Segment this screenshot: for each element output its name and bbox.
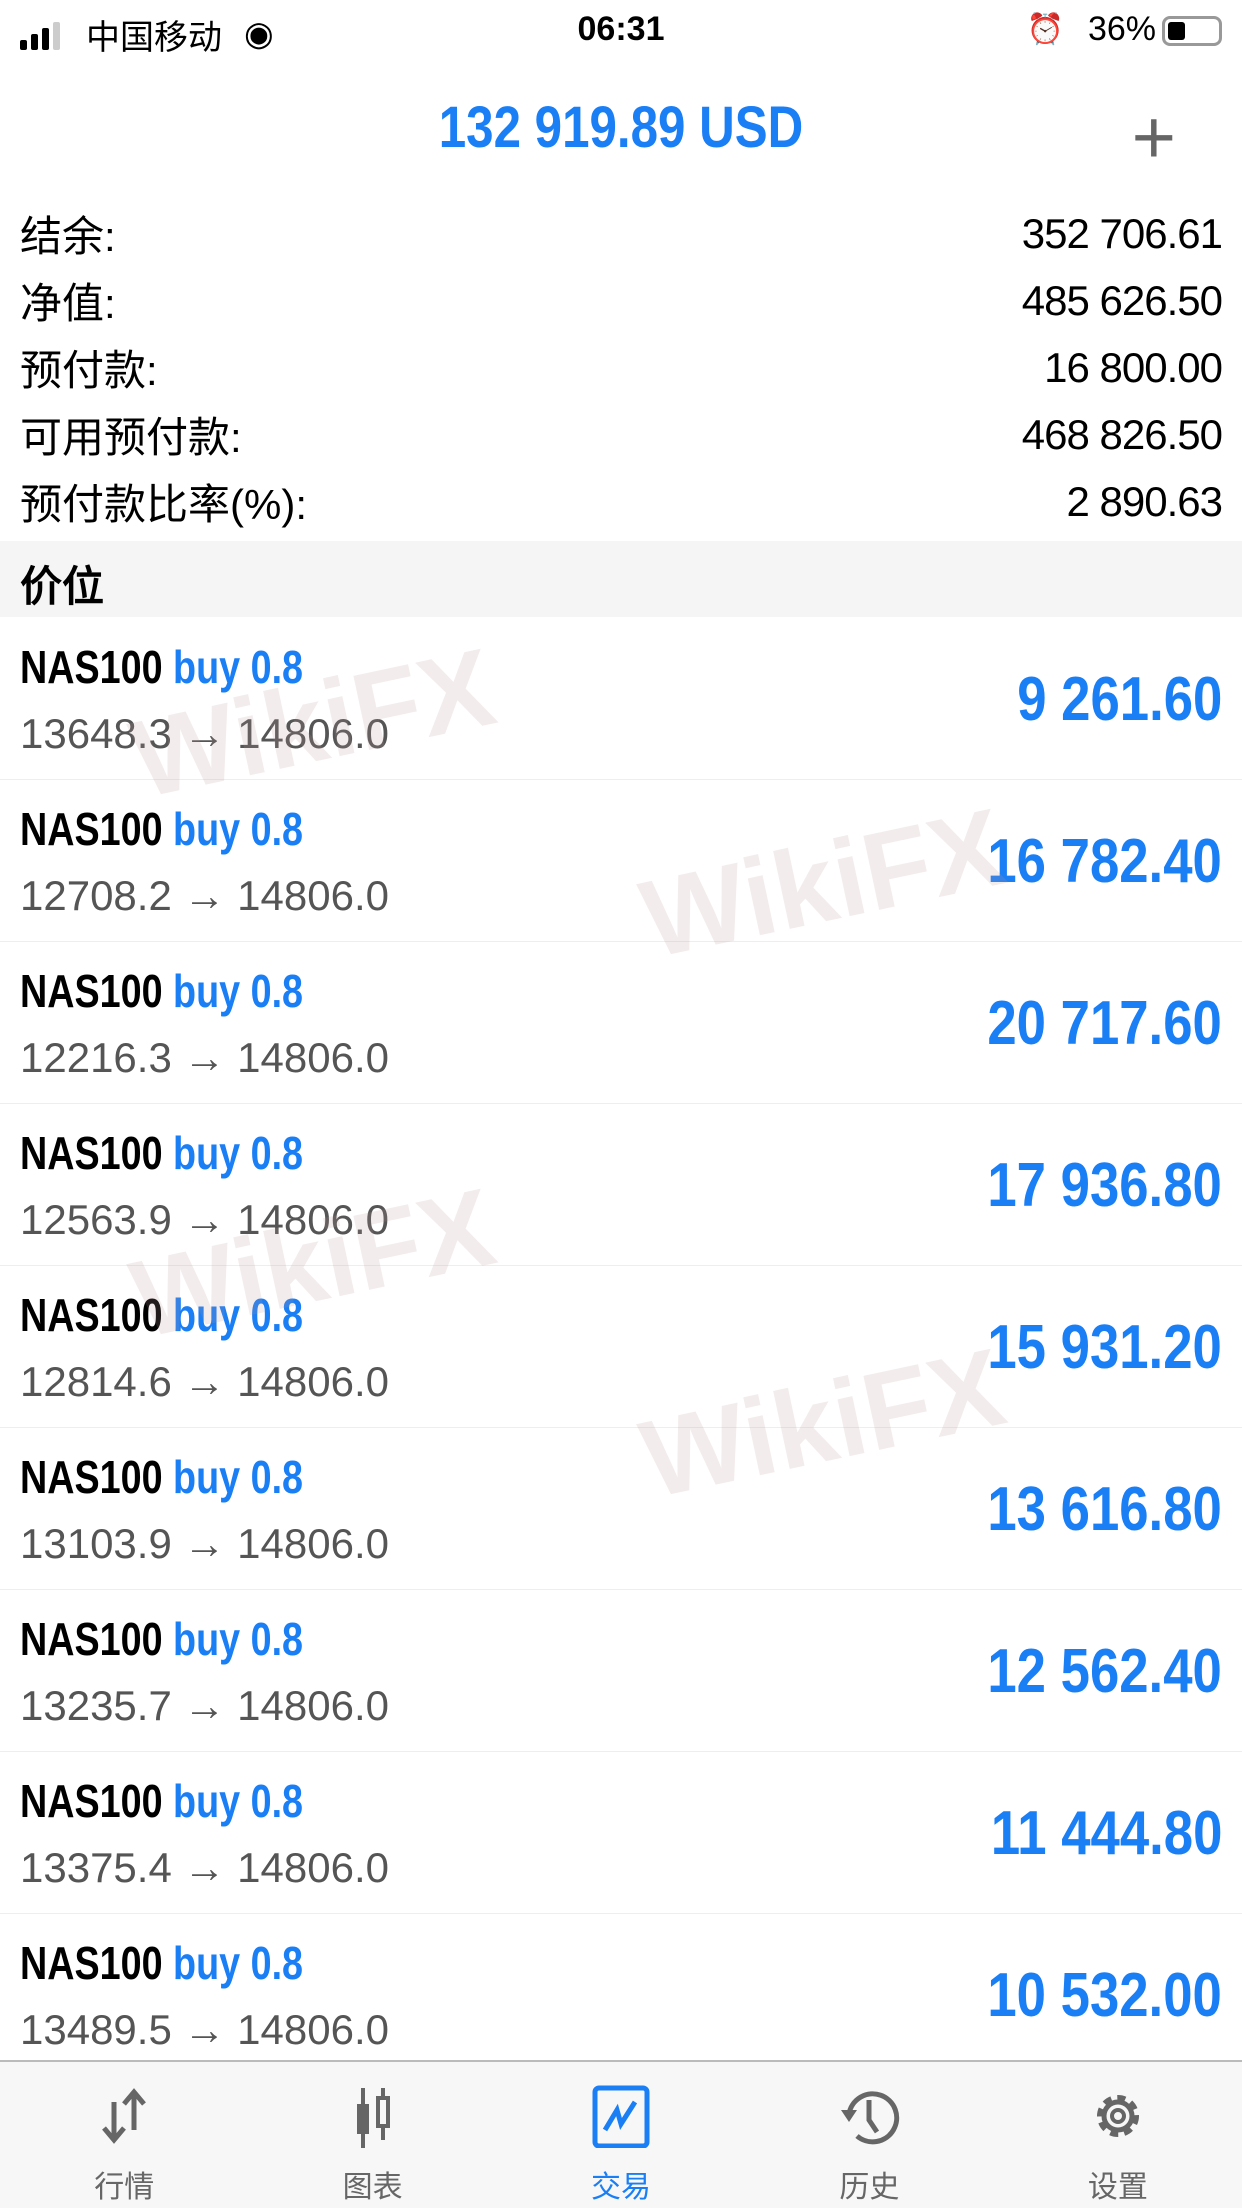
symbol: NAS100 (20, 803, 163, 855)
quotes-arrows-icon (102, 2088, 147, 2144)
tab-label: 图表 (342, 2171, 403, 2204)
summary-row-balance: 结余: 352 706.61 (0, 200, 1242, 267)
position-prices: 12708.2 → 14806.0 (20, 872, 389, 919)
position-row[interactable]: NAS100 buy 0.8 12814.6 → 14806.0 15 931.… (0, 1266, 1242, 1428)
tab-chart[interactable]: 图表 (248, 2062, 496, 2208)
position-profit: 16 782.40 (987, 827, 1222, 896)
position-symbol: NAS100 buy 0.8 (20, 1612, 303, 1666)
alarm-icon: ⏰ (1026, 13, 1064, 46)
symbol: NAS100 (20, 641, 163, 693)
tab-trade[interactable]: 交易 (497, 2062, 745, 2208)
position-prices: 12814.6 → 14806.0 (20, 1358, 389, 1405)
position-row[interactable]: NAS100 buy 0.8 13648.3 → 14806.0 9 261.6… (0, 618, 1242, 780)
battery-icon (1162, 16, 1222, 46)
position-profit: 17 936.80 (987, 1151, 1222, 1220)
gear-icon (1096, 2095, 1139, 2137)
symbol: NAS100 (20, 1937, 163, 1989)
position-row[interactable]: NAS100 buy 0.8 13489.5 → 14806.0 10 532.… (0, 1914, 1242, 2076)
summary-row-margin: 预付款: 16 800.00 (0, 334, 1242, 401)
symbol: NAS100 (20, 1613, 163, 1665)
position-symbol: NAS100 buy 0.8 (20, 1936, 303, 1990)
summary-row-equity: 净值: 485 626.50 (0, 267, 1242, 334)
symbol: NAS100 (20, 1775, 163, 1827)
header: 132 919.89 USD + (0, 88, 1242, 176)
summary-label: 结余: (20, 213, 116, 260)
summary-value: 16 800.00 (1044, 343, 1223, 391)
symbol: NAS100 (20, 965, 163, 1017)
summary-label: 净值: (20, 280, 116, 327)
wifi-icon: ◉ (244, 15, 274, 53)
battery-percent: 36% (1087, 10, 1156, 48)
position-profit: 9 261.60 (1016, 665, 1222, 734)
plus-icon[interactable]: + (1131, 95, 1176, 180)
symbol: NAS100 (20, 1289, 163, 1341)
summary-label: 预付款: (20, 347, 158, 394)
position-side: buy 0.8 (173, 1127, 304, 1179)
position-profit: 11 444.80 (990, 1799, 1222, 1868)
position-symbol: NAS100 buy 0.8 (20, 964, 303, 1018)
position-side: buy 0.8 (173, 641, 304, 693)
summary-value: 352 706.61 (1021, 209, 1223, 257)
position-symbol: NAS100 buy 0.8 (20, 1450, 303, 1504)
summary-label: 可用预付款: (20, 414, 242, 461)
position-symbol: NAS100 buy 0.8 (20, 640, 303, 694)
tab-bar: 行情 图表 交易 历史 设置 (0, 2060, 1242, 2208)
tab-label: 交易 (591, 2171, 652, 2204)
position-profit: 10 532.00 (987, 1961, 1222, 2030)
summary-row-margin-level: 预付款比率(%): 2 890.63 (0, 468, 1242, 535)
candlestick-chart-icon (356, 2088, 390, 2148)
symbol: NAS100 (20, 1127, 163, 1179)
trade-chart-icon (592, 2085, 650, 2148)
position-row[interactable]: NAS100 buy 0.8 13103.9 → 14806.0 13 616.… (0, 1428, 1242, 1590)
position-row[interactable]: NAS100 buy 0.8 13235.7 → 14806.0 12 562.… (0, 1590, 1242, 1752)
tab-label: 行情 (94, 2171, 155, 2204)
balance-title: 132 919.89 USD (438, 95, 804, 160)
position-symbol: NAS100 buy 0.8 (20, 802, 303, 856)
position-symbol: NAS100 buy 0.8 (20, 1774, 303, 1828)
position-profit: 20 717.60 (987, 989, 1222, 1058)
position-prices: 13648.3 → 14806.0 (20, 710, 389, 757)
symbol: NAS100 (20, 1451, 163, 1503)
position-side: buy 0.8 (173, 1451, 304, 1503)
tab-quotes[interactable]: 行情 (0, 2062, 248, 2208)
position-side: buy 0.8 (173, 1289, 304, 1341)
position-prices: 13375.4 → 14806.0 (20, 1844, 389, 1891)
position-row[interactable]: NAS100 buy 0.8 12216.3 → 14806.0 20 717.… (0, 942, 1242, 1104)
summary-value: 2 890.63 (1066, 477, 1223, 525)
position-row[interactable]: NAS100 buy 0.8 13375.4 → 14806.0 11 444.… (0, 1752, 1242, 1914)
position-side: buy 0.8 (173, 1937, 304, 1989)
position-side: buy 0.8 (173, 965, 304, 1017)
position-prices: 12563.9 → 14806.0 (20, 1196, 389, 1243)
tab-label: 历史 (839, 2171, 900, 2204)
position-prices: 13235.7 → 14806.0 (20, 1682, 389, 1729)
carrier: 中国移动 (86, 19, 222, 57)
position-side: buy 0.8 (173, 1613, 304, 1665)
summary-value: 485 626.50 (1021, 276, 1223, 324)
position-side: buy 0.8 (173, 1775, 304, 1827)
position-row[interactable]: NAS100 buy 0.8 12708.2 → 14806.0 16 782.… (0, 780, 1242, 942)
positions-list: NAS100 buy 0.8 13648.3 → 14806.0 9 261.6… (0, 618, 1242, 2076)
position-prices: 12216.3 → 14806.0 (20, 1034, 389, 1081)
account-summary: 结余: 352 706.61 净值: 485 626.50 预付款: 16 800.0… (0, 200, 1242, 535)
tab-history[interactable]: 历史 (745, 2062, 993, 2208)
position-side: buy 0.8 (173, 803, 304, 855)
position-symbol: NAS100 buy 0.8 (20, 1288, 303, 1342)
signal-icon (20, 22, 60, 50)
position-row[interactable]: NAS100 buy 0.8 12563.9 → 14806.0 17 936.… (0, 1104, 1242, 1266)
summary-row-free-margin: 可用预付款: 468 826.50 (0, 401, 1242, 468)
summary-label: 预付款比率(%): (20, 481, 307, 528)
section-header-positions: 价位 (0, 541, 1242, 617)
position-profit: 15 931.20 (987, 1313, 1222, 1382)
position-symbol: NAS100 buy 0.8 (20, 1126, 303, 1180)
history-clock-icon (841, 2091, 900, 2145)
status-bar: 中国移动 ◉ 06:31 ⏰ 36% (0, 0, 1242, 62)
position-prices: 13489.5 → 14806.0 (20, 2006, 389, 2053)
tab-settings[interactable]: 设置 (994, 2062, 1242, 2208)
clock: 06:31 (577, 10, 665, 48)
position-profit: 13 616.80 (987, 1475, 1222, 1544)
position-profit: 12 562.40 (987, 1637, 1222, 1706)
position-prices: 13103.9 → 14806.0 (20, 1520, 389, 1567)
tab-label: 设置 (1087, 2171, 1148, 2204)
summary-value: 468 826.50 (1021, 410, 1223, 458)
